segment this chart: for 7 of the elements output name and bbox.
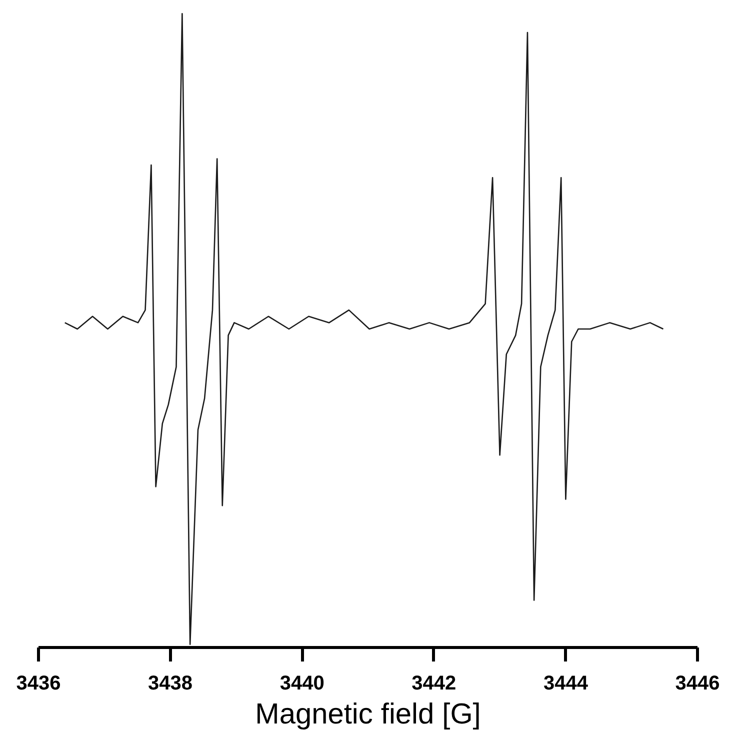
x-tick-label: 3440	[280, 672, 324, 694]
x-tick-label: 3444	[543, 672, 589, 694]
x-tick-label: 3442	[412, 672, 456, 694]
x-tick-label: 3446	[675, 672, 720, 694]
x-tick-label: 3436	[16, 672, 61, 694]
x-axis-title: Magnetic field [G]	[255, 698, 481, 730]
x-tick-label: 3438	[148, 672, 193, 694]
